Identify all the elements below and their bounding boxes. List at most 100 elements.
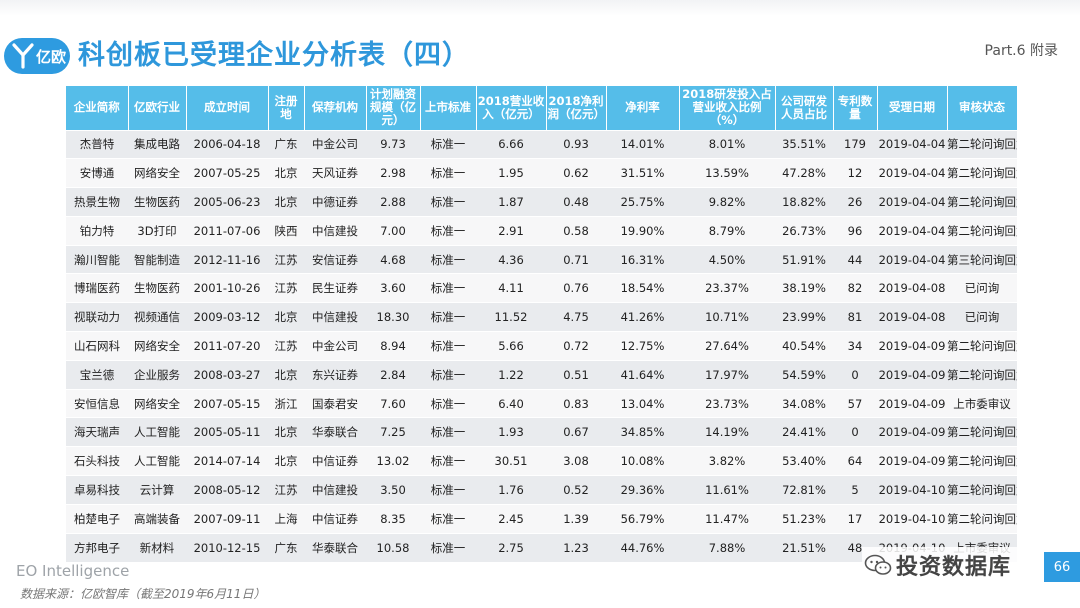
table-cell: 2.88 [366,187,420,217]
table-cell: 2019-04-09 [877,417,947,447]
table-cell: 2007-05-25 [186,158,268,188]
table-row: 海天瑞声 人工智能 2005-05-11 北京 华泰联合 7.25 标准一 1.93 0.67 3… [66,417,1017,447]
table-cell: 11.61% [679,475,775,505]
table-cell: 31.51% [606,158,679,188]
table-cell: 智能制造 [128,244,186,274]
table-cell: 2012-11-16 [186,244,268,274]
table-cell: 瀚川智能 [66,244,128,274]
table-cell: 2.75 [476,532,546,562]
table-cell: 2019-04-04 [877,244,947,274]
table-cell: 2019-04-10 [877,503,947,534]
table-cell: 0.51 [546,359,606,390]
table-cell: 10.58 [366,532,420,562]
table-cell: 18.54% [606,273,679,303]
table-row: 山石网科 网络安全 2011-07-20 江苏 中金公司 8.94 标准一 5.66 0.72 1… [66,331,1017,361]
table-cell: 13.02 [366,446,420,476]
table-cell: 集成电路 [128,129,186,159]
table-cell: 9.82% [679,187,775,217]
table-cell: 天风证券 [304,158,366,188]
table-cell: 7.60 [366,388,420,418]
table-cell: 3.82% [679,446,775,476]
table-cell: 视联动力 [66,302,128,332]
table-cell: 浙江 [268,388,304,418]
table-cell: 广东 [268,129,304,159]
table-cell: 2019-04-09 [877,331,947,361]
table-cell: 2.98 [366,158,420,188]
table-cell: 视频通信 [128,302,186,332]
table-row: 杰普特 集成电路 2006-04-18 广东 中金公司 9.73 标准一 6.66 0.93 14… [66,129,1017,159]
table-cell: 0.93 [546,129,606,159]
table-cell: 第二轮问询回复 [947,475,1017,505]
table-cell: 57 [833,388,877,418]
table-cell: 中金公司 [304,331,366,361]
table-cell: 26 [833,187,877,217]
table-cell: 标准一 [420,503,476,534]
table-cell: 47.28% [775,158,833,188]
table-cell: 第二轮问询回复 [947,446,1017,476]
table-cell: 高端装备 [128,503,186,534]
table-cell: 35.51% [775,129,833,159]
table-cell: 2.84 [366,359,420,390]
table-cell: 41.64% [606,359,679,390]
table-cell: 44 [833,244,877,274]
table-cell: 柏楚电子 [66,503,128,534]
table-cell: 2005-06-23 [186,187,268,217]
table-cell: 44.76% [606,532,679,562]
table-cell: 11.47% [679,503,775,534]
table-cell: 北京 [268,158,304,188]
table-cell: 第二轮问询回复 [947,129,1017,159]
footer-brand: EO Intelligence [16,562,130,580]
table-cell: 0.71 [546,244,606,274]
table-cell: 杰普特 [66,129,128,159]
table-cell: 1.87 [476,187,546,217]
table-cell: 人工智能 [128,446,186,476]
table-cell: 标准一 [420,417,476,447]
table-cell: 2.91 [476,215,546,246]
table-cell: 14.19% [679,417,775,447]
table-cell: 7.00 [366,215,420,246]
table-cell: 2008-03-27 [186,359,268,390]
wechat-icon [864,554,892,575]
table-cell: 2019-04-04 [877,187,947,217]
table-cell: 23.99% [775,302,833,332]
table-cell: 0.83 [546,388,606,418]
table-cell: 51.23% [775,503,833,534]
table-cell: 30.51 [476,446,546,476]
table-cell: 27.64% [679,331,775,361]
table-cell: 40.54% [775,331,833,361]
table-cell: 18.30 [366,302,420,332]
table-cell: 第二轮问询回复 [947,359,1017,390]
watermark-text: 投资数据库 [896,555,1012,580]
table-row: 柏楚电子 高端装备 2007-09-11 上海 中信证券 8.35 标准一 2.45 1.39 5… [66,503,1017,534]
table-cell: 2019-04-08 [877,273,947,303]
table-cell: 4.36 [476,244,546,274]
table-cell: 广东 [268,532,304,562]
table-cell: 标准一 [420,532,476,562]
table-cell: 2011-07-06 [186,215,268,246]
table-row: 热景生物 生物医药 2005-06-23 北京 中德证券 2.88 标准一 1.87 0.48 2… [66,187,1017,217]
table-cell: 标准一 [420,158,476,188]
table-cell: 博瑞医药 [66,273,128,303]
column-header: 注册地 [268,86,305,130]
table-cell: 2.45 [476,503,546,534]
table-cell: 华泰联合 [304,417,366,447]
table-cell: 11.52 [476,302,546,332]
table-cell: 1.22 [476,359,546,390]
table-cell: 3.08 [546,446,606,476]
table-cell: 民生证券 [304,273,366,303]
table-cell: 25.75% [606,187,679,217]
table-cell: 29.36% [606,475,679,505]
table-cell: 企业服务 [128,359,186,390]
top-bar [0,0,1080,16]
table-cell: 2001-10-26 [186,273,268,303]
column-header: 公司研发人员占比 [775,86,834,130]
page-title: 科创板已受理企业分析表（四） [78,40,470,71]
table-cell: 13.04% [606,388,679,418]
table-cell: 标准一 [420,388,476,418]
column-header: 专利数量 [833,86,878,130]
table-cell: 生物医药 [128,273,186,303]
table-cell: 16.31% [606,244,679,274]
table-cell: 34 [833,331,877,361]
table-cell: 2005-05-11 [186,417,268,447]
table-cell: 北京 [268,187,304,217]
